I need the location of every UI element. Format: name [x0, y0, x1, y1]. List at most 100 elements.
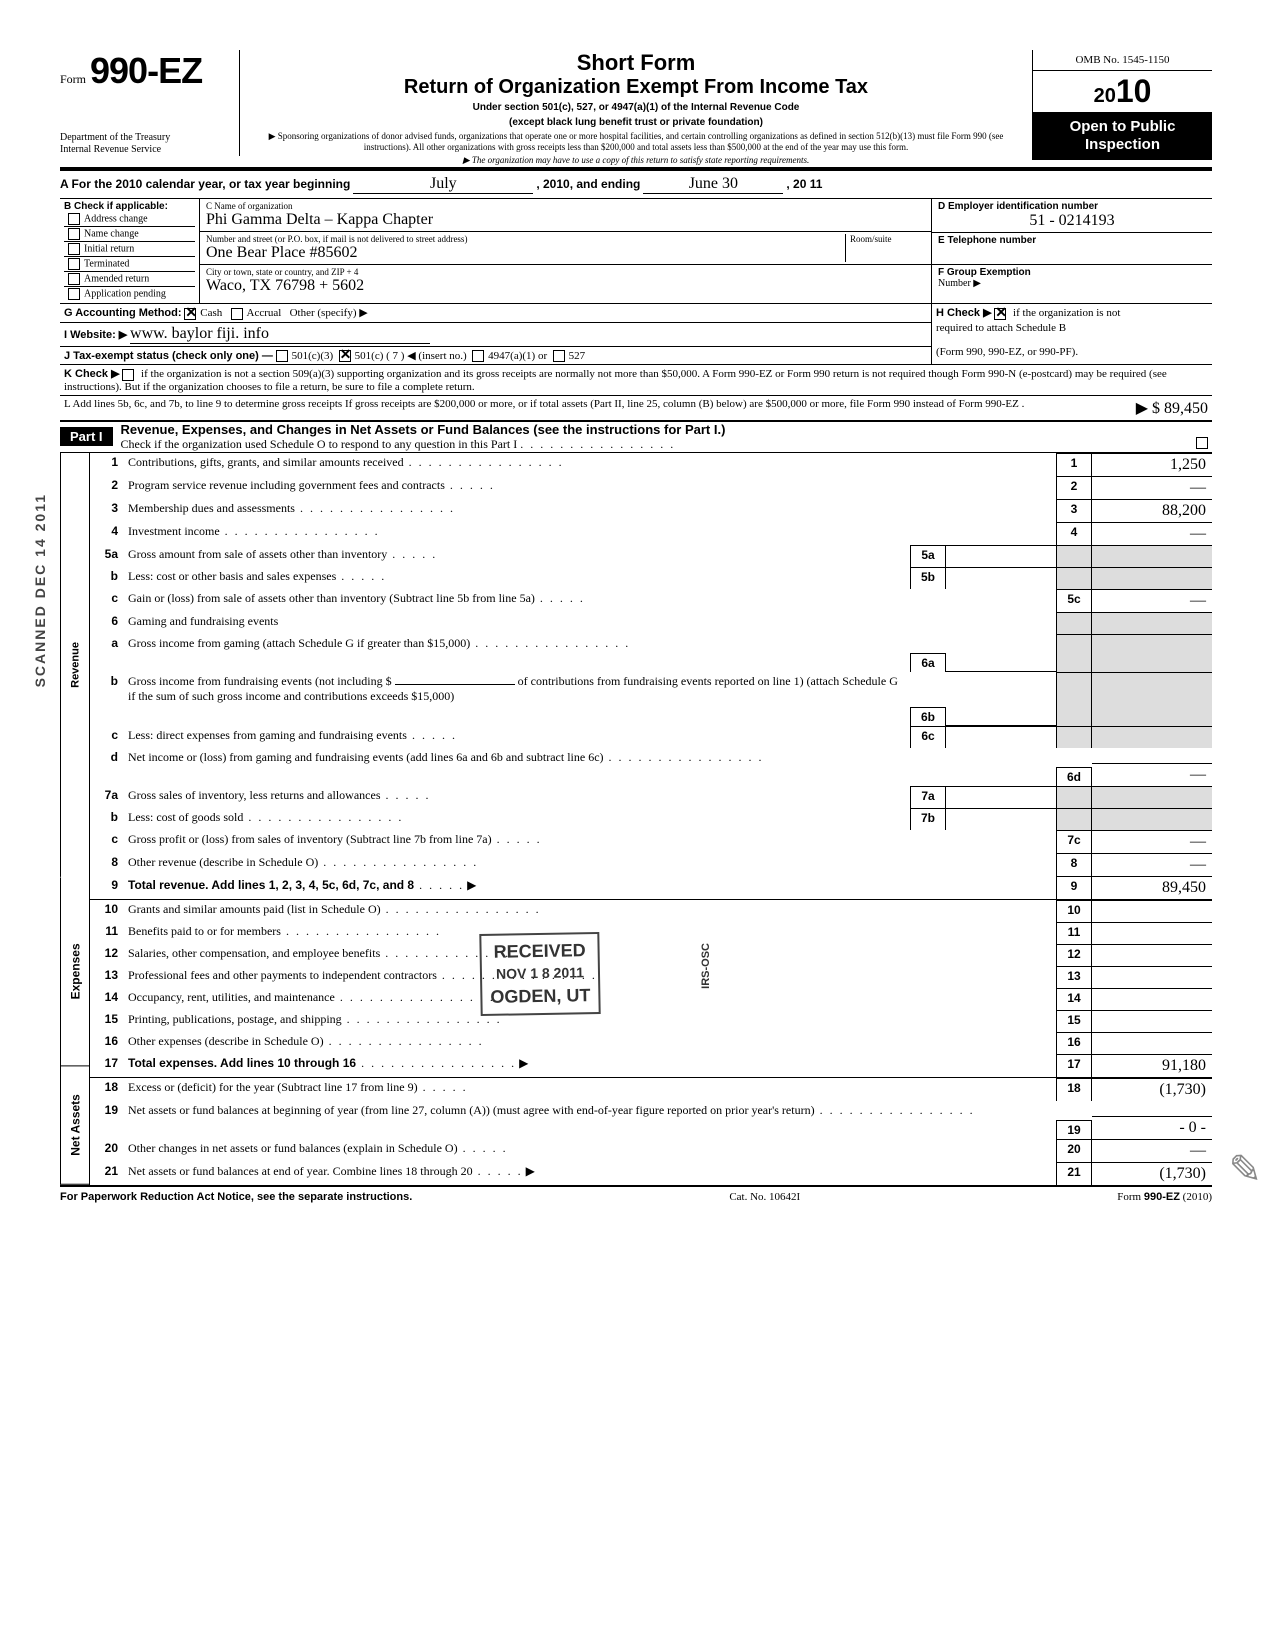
lines-area: 1Contributions, gifts, grants, and simil…: [90, 453, 1212, 1185]
lbl-h: H Check ▶: [936, 307, 992, 319]
chk-h[interactable]: [994, 308, 1006, 320]
line16-val[interactable]: [1092, 1032, 1212, 1054]
section-a: A For the 2010 calendar year, or tax yea…: [60, 169, 1212, 199]
side-revenue: Revenue: [60, 453, 90, 877]
section-b: B Check if applicable: Address change Na…: [60, 199, 200, 303]
row-gh: G Accounting Method: Cash Accrual Other …: [60, 304, 1212, 321]
line6b-desc1: Gross income from fundraising events (no…: [128, 674, 392, 688]
section-def: D Employer identification number 51 - 02…: [932, 199, 1212, 303]
line6c-val[interactable]: [946, 726, 1056, 748]
lbl-other: Other (specify) ▶: [290, 307, 368, 319]
chk-amended[interactable]: [68, 273, 80, 285]
line19-val[interactable]: - 0 -: [1092, 1116, 1212, 1139]
line5a-val[interactable]: [946, 545, 1056, 567]
side-netassets: Net Assets: [60, 1066, 90, 1185]
line6b-contrib[interactable]: [395, 684, 515, 685]
section-c: C Name of organization Phi Gamma Delta –…: [200, 199, 932, 303]
line15-val[interactable]: [1092, 1010, 1212, 1032]
footer: For Paperwork Reduction Act Notice, see …: [60, 1185, 1212, 1203]
line20-desc: Other changes in net assets or fund bala…: [128, 1141, 458, 1155]
chk-initial-return[interactable]: [68, 243, 80, 255]
dept-line2: Internal Revenue Service: [60, 144, 231, 156]
section-a-endyear: , 20 11: [786, 177, 822, 191]
chk-schedule-o[interactable]: [1196, 437, 1208, 449]
line14-val[interactable]: [1092, 988, 1212, 1010]
form-number: 990-EZ: [90, 50, 202, 91]
line5b-val[interactable]: [946, 567, 1056, 589]
org-name[interactable]: Phi Gamma Delta – Kappa Chapter: [206, 211, 925, 229]
lbl-group-exempt: F Group Exemption: [938, 267, 1206, 278]
line2-val[interactable]: —: [1092, 476, 1212, 499]
lbl-amended: Amended return: [84, 274, 149, 285]
city[interactable]: Waco, TX 76798 + 5602: [206, 277, 925, 295]
line1-val[interactable]: 1,250: [1092, 453, 1212, 476]
form-id-box: Form 990-EZ Department of the Treasury I…: [60, 50, 240, 156]
section-a-label: A For the 2010 calendar year, or tax yea…: [60, 177, 350, 191]
line7b-val[interactable]: [946, 808, 1056, 830]
street[interactable]: One Bear Place #85602: [206, 244, 845, 262]
line9-val[interactable]: 89,450: [1092, 876, 1212, 899]
website[interactable]: www. baylor fiji. info: [130, 325, 430, 344]
lbl-501c: 501(c) ( 7 ) ◀ (insert no.): [355, 350, 467, 362]
year-suffix: 10: [1116, 73, 1152, 109]
chk-501c[interactable]: [339, 350, 351, 362]
title-box: Short Form Return of Organization Exempt…: [240, 50, 1032, 165]
line6d-val[interactable]: —: [1092, 763, 1212, 786]
lbl-name-change: Name change: [84, 229, 139, 240]
tax-year-begin[interactable]: July: [353, 175, 533, 194]
chk-name-change[interactable]: [68, 228, 80, 240]
chk-address-change[interactable]: [68, 213, 80, 225]
l-value[interactable]: ▶ $ 89,450: [1048, 398, 1208, 418]
line8-val[interactable]: —: [1092, 853, 1212, 876]
line6a-val[interactable]: [946, 671, 1056, 672]
section-b-label: B Check if applicable:: [64, 201, 195, 212]
line1-desc: Contributions, gifts, grants, and simila…: [128, 455, 404, 469]
line15-desc: Printing, publications, postage, and shi…: [128, 1012, 342, 1026]
phone[interactable]: [938, 246, 1206, 262]
chk-accrual[interactable]: [231, 308, 243, 320]
line5c-val[interactable]: —: [1092, 589, 1212, 612]
line18-val[interactable]: (1,730): [1092, 1078, 1212, 1101]
part1-label: Part I: [60, 427, 113, 446]
side-expenses: Expenses: [60, 877, 90, 1066]
chk-527[interactable]: [553, 350, 565, 362]
line4-val[interactable]: —: [1092, 522, 1212, 545]
line7c-val[interactable]: —: [1092, 830, 1212, 853]
line12-val[interactable]: [1092, 944, 1212, 966]
chk-terminated[interactable]: [68, 258, 80, 270]
chk-4947[interactable]: [472, 350, 484, 362]
tax-year-end[interactable]: June 30: [643, 175, 783, 194]
line17-val[interactable]: 91,180: [1092, 1054, 1212, 1077]
tax-year: 2010: [1033, 71, 1212, 112]
l-text: L Add lines 5b, 6c, and 7b, to line 9 to…: [64, 398, 1048, 418]
dept-line1: Department of the Treasury: [60, 132, 231, 144]
line10-val[interactable]: [1092, 900, 1212, 922]
line7a-desc: Gross sales of inventory, less returns a…: [128, 788, 381, 802]
line3-val[interactable]: 88,200: [1092, 499, 1212, 522]
line6d-desc: Net income or (loss) from gaming and fun…: [128, 750, 604, 764]
chk-cash[interactable]: [184, 308, 196, 320]
line13-val[interactable]: [1092, 966, 1212, 988]
lbl-g: G Accounting Method:: [64, 307, 182, 319]
chk-501c3[interactable]: [276, 350, 288, 362]
chk-k[interactable]: [122, 369, 134, 381]
line7b-desc: Less: cost of goods sold: [128, 810, 243, 824]
line21-val[interactable]: (1,730): [1092, 1162, 1212, 1185]
lbl-501c3: 501(c)(3): [292, 350, 334, 362]
side-labels: Revenue Expenses Net Assets: [60, 453, 90, 1185]
line11-val[interactable]: [1092, 922, 1212, 944]
line20-val[interactable]: —: [1092, 1139, 1212, 1162]
lbl-group-number: Number ▶: [938, 278, 1206, 289]
lbl-address-change: Address change: [84, 214, 148, 225]
footer-mid: Cat. No. 10642I: [729, 1191, 800, 1203]
line9-desc: Total revenue. Add lines 1, 2, 3, 4, 5c,…: [128, 878, 414, 892]
line7a-val[interactable]: [946, 786, 1056, 808]
line14-desc: Occupancy, rent, utilities, and maintena…: [128, 990, 335, 1004]
title-line1: Short Form: [250, 50, 1022, 76]
stamp-ogden: OGDEN, UT: [490, 983, 590, 1010]
lbl-city: City or town, state or country, and ZIP …: [206, 267, 925, 277]
title-note2: ▶ The organization may have to use a cop…: [250, 155, 1022, 166]
ein[interactable]: 51 - 0214193: [938, 212, 1206, 230]
part1-header: Part I Revenue, Expenses, and Changes in…: [60, 421, 1212, 452]
chk-pending[interactable]: [68, 288, 80, 300]
